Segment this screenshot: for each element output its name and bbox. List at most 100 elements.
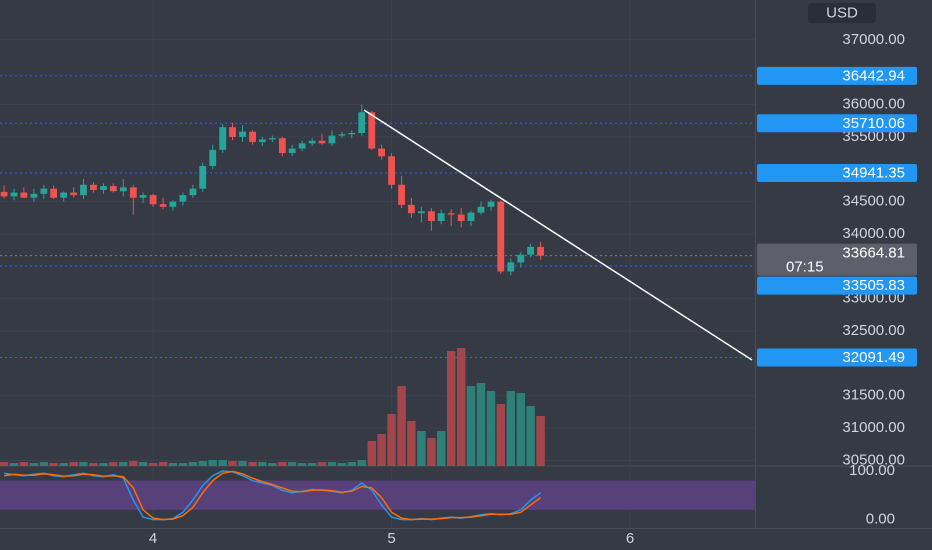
volume-bar <box>397 386 406 466</box>
volume-bar <box>129 461 138 466</box>
volume-bar <box>526 406 535 466</box>
volume-bar <box>347 462 356 466</box>
candle-body <box>467 212 475 222</box>
oscillator-line <box>3 470 542 521</box>
plot <box>0 104 755 521</box>
price-badge-label: 36442.94 <box>842 67 905 84</box>
x-tick-label: 4 <box>149 530 157 547</box>
price-badge <box>757 66 917 85</box>
candle-body <box>388 156 395 185</box>
candle-body <box>348 133 356 135</box>
volume-bar <box>357 460 366 466</box>
candle-body <box>358 112 366 134</box>
grid <box>0 75 755 358</box>
volume-bar <box>158 462 168 466</box>
y-tick-label: 0.00 <box>866 511 895 528</box>
volume-bar <box>297 463 307 466</box>
y-tick-label: 37000.00 <box>842 31 905 48</box>
volume-bar <box>109 462 118 466</box>
x-tick-label: 6 <box>626 530 634 547</box>
candle-body <box>169 201 177 207</box>
volume-bar <box>208 460 217 466</box>
candle-body <box>487 201 495 207</box>
volume-bar <box>436 431 446 466</box>
volume-bar <box>506 391 516 466</box>
volume-bar <box>456 348 466 466</box>
candle-body <box>368 112 376 149</box>
currency-button[interactable] <box>808 3 876 23</box>
y-tick-label: 36000.00 <box>842 95 905 112</box>
candle-body <box>199 166 207 189</box>
volume-bar <box>168 463 178 466</box>
candle-body <box>477 206 485 213</box>
trend-line <box>363 109 753 361</box>
candle-body <box>90 184 97 190</box>
volume-bar <box>278 462 287 466</box>
candle-body <box>427 211 435 222</box>
candle-body <box>60 192 68 198</box>
candle-body <box>189 188 197 196</box>
candle-body <box>209 149 217 167</box>
candle-body <box>268 138 276 140</box>
y-tick-label: 34000.00 <box>842 225 905 242</box>
volume-bar <box>188 462 198 466</box>
candle-body <box>139 195 147 198</box>
candle-body <box>159 204 167 207</box>
volume-bar <box>238 461 247 466</box>
volume-bar <box>407 421 416 466</box>
candle-body <box>0 191 8 197</box>
candle-body <box>457 214 465 222</box>
price-badge-label: 35710.06 <box>842 115 905 132</box>
candle-body <box>40 188 48 194</box>
y-tick-label: 31000.00 <box>842 419 905 436</box>
volume-bar <box>29 463 39 466</box>
candle-body <box>288 148 296 154</box>
price-badge-label: 33505.83 <box>842 277 905 294</box>
candle-body <box>298 143 306 149</box>
volume-bar <box>476 383 486 466</box>
y-tick-label: 30500.00 <box>842 451 905 468</box>
current-price-badge <box>757 243 917 276</box>
volume-bar <box>287 462 297 466</box>
y-tick-label: 100.00 <box>849 462 895 479</box>
countdown-label: 07:15 <box>786 259 824 276</box>
current-price-label: 33664.81 <box>842 245 905 262</box>
candle-body <box>328 135 336 144</box>
candle-body <box>219 127 227 150</box>
candle-body <box>278 138 286 154</box>
volume-bar <box>466 386 476 466</box>
candle-body <box>70 192 78 196</box>
volume-bar <box>516 393 526 466</box>
volume-bar <box>148 463 158 466</box>
volume-bar <box>317 462 327 466</box>
candle-body <box>109 186 117 192</box>
price-badge <box>757 114 917 133</box>
y-tick-label: 34500.00 <box>842 193 905 210</box>
currency-label[interactable]: USD <box>826 4 858 21</box>
candle-body <box>179 195 187 202</box>
y-tick-label: 32500.00 <box>842 322 905 339</box>
candle-body <box>437 213 445 222</box>
price-badge <box>757 348 917 367</box>
candle-body <box>537 246 545 256</box>
candle-body <box>249 131 256 143</box>
volume-bar <box>198 461 207 466</box>
candle-body <box>129 187 137 198</box>
volume-bar <box>79 462 88 466</box>
volume-bar <box>337 463 347 466</box>
volume-bar <box>258 462 267 466</box>
candle-body <box>378 148 385 157</box>
volume-bar <box>536 416 545 466</box>
axes: 4 5 637000.0036000.0035500.0034500.0034000… <box>149 3 917 547</box>
candle-body <box>507 262 515 272</box>
candle-body <box>119 187 127 192</box>
candle-body <box>407 204 415 214</box>
volume-bar <box>387 414 396 466</box>
volume-bar <box>268 463 277 466</box>
volume-bar <box>59 463 68 466</box>
volume-bar <box>427 438 436 466</box>
volume-bar <box>69 462 78 466</box>
candle-body <box>229 127 236 137</box>
y-tick-label: 31500.00 <box>842 387 905 404</box>
